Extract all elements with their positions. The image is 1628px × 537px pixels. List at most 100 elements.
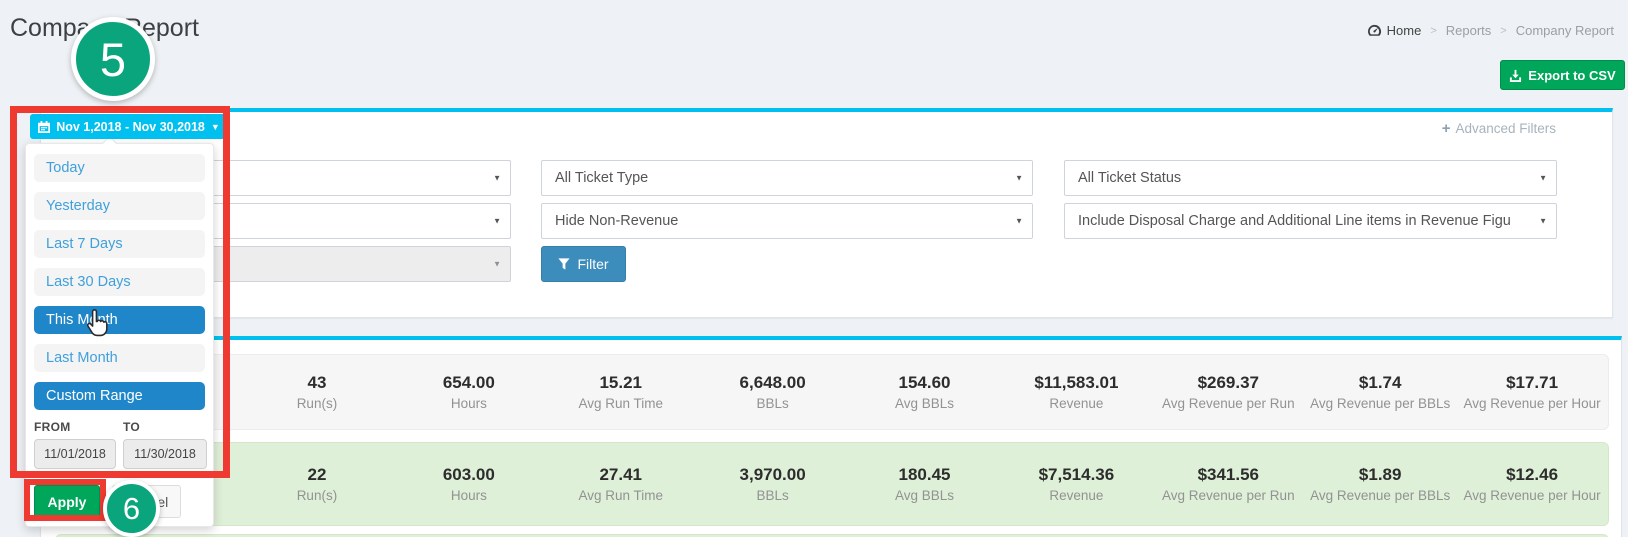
stat-value: $341.56 xyxy=(1197,465,1260,484)
stat-cell: 603.00 Hours xyxy=(393,465,545,503)
stat-label: Avg Revenue per Hour xyxy=(1463,396,1601,411)
range-option-yesterday[interactable]: Yesterday xyxy=(34,192,205,220)
stat-value: 27.41 xyxy=(599,465,642,484)
date-range-panel: Today Yesterday Last 7 Days Last 30 Days… xyxy=(25,143,214,527)
breadcrumb-separator: > xyxy=(1430,24,1437,37)
stat-label: Revenue xyxy=(1049,396,1104,411)
from-label: FROM xyxy=(34,420,71,434)
stat-cell: $1.74 Avg Revenue per BBLs xyxy=(1304,373,1456,411)
range-option-this-month[interactable]: This Month xyxy=(34,306,205,334)
stat-value: $12.46 xyxy=(1506,465,1559,484)
chevron-down-icon: ▼ xyxy=(1015,216,1023,226)
stat-cell: 22 Run(s) xyxy=(241,465,393,503)
chevron-down-icon: ▼ xyxy=(493,216,501,226)
range-option-last-month[interactable]: Last Month xyxy=(34,344,205,372)
stat-label: Avg Run Time xyxy=(578,396,663,411)
stat-value: $7,514.36 xyxy=(1038,465,1115,484)
funnel-icon xyxy=(558,258,571,270)
stat-label: Avg Revenue per BBLs xyxy=(1310,396,1451,411)
stat-cell: 180.45 Avg BBLs xyxy=(849,465,1001,503)
stats-row-driver: 22 Run(s) 603.00 Hours 27.41 Avg Run Tim… xyxy=(55,442,1609,526)
stat-value: 3,970.00 xyxy=(739,465,806,484)
to-date-input[interactable] xyxy=(123,439,207,469)
filter-button-label: Filter xyxy=(577,256,609,272)
advanced-filters-label: Advanced Filters xyxy=(1455,121,1556,136)
stat-value: $269.37 xyxy=(1197,373,1260,392)
from-date-input[interactable] xyxy=(34,439,116,469)
step-badge-6: 6 xyxy=(103,480,160,537)
stat-label: Hours xyxy=(450,488,487,503)
date-range-button[interactable]: Nov 1,2018 - Nov 30,2018 ▼ xyxy=(30,114,228,139)
range-option-last-30-days[interactable]: Last 30 Days xyxy=(34,268,205,296)
range-option-last-7-days[interactable]: Last 7 Days xyxy=(34,230,205,258)
stat-label: Avg BBLs xyxy=(894,396,955,411)
filter-button[interactable]: Filter xyxy=(541,246,626,282)
stat-cell: $269.37 Avg Revenue per Run xyxy=(1152,373,1304,411)
stat-value: 603.00 xyxy=(442,465,495,484)
stat-cell: 154.60 Avg BBLs xyxy=(849,373,1001,411)
stat-cell: 6,648.00 BBLs xyxy=(697,373,849,411)
stat-value: 15.21 xyxy=(599,373,642,392)
stat-cell: $7,514.36 Revenue xyxy=(1000,465,1152,503)
stat-label: Avg Revenue per Run xyxy=(1161,488,1295,503)
chevron-down-icon: ▼ xyxy=(493,173,501,183)
stat-value: 22 xyxy=(307,465,327,484)
include-disposal-value: Include Disposal Charge and Additional L… xyxy=(1078,213,1511,229)
breadcrumb-reports[interactable]: Reports xyxy=(1445,23,1492,38)
dashboard-icon xyxy=(1367,24,1382,37)
stat-label: Avg Run Time xyxy=(578,488,663,503)
apply-button[interactable]: Apply xyxy=(34,485,100,518)
stat-cell: $11,583.01 Revenue xyxy=(1000,373,1152,411)
chevron-down-icon: ▼ xyxy=(1539,173,1547,183)
stat-value: 43 xyxy=(307,373,327,392)
download-icon xyxy=(1509,69,1522,82)
stat-cell: $17.71 Avg Revenue per Hour xyxy=(1456,373,1608,411)
calendar-icon xyxy=(38,120,51,133)
stat-cell: $1.89 Avg Revenue per BBLs xyxy=(1304,465,1456,503)
stat-cell: 27.41 Avg Run Time xyxy=(545,465,697,503)
stats-card: 43 Run(s) 654.00 Hours 15.21 Avg Run Tim… xyxy=(40,336,1622,537)
stat-label: Avg Revenue per BBLs xyxy=(1310,488,1451,503)
plus-icon: + xyxy=(1441,120,1451,137)
stats-row-total: 43 Run(s) 654.00 Hours 15.21 Avg Run Tim… xyxy=(55,354,1609,430)
breadcrumb-separator: > xyxy=(1500,24,1507,37)
breadcrumb-home[interactable]: Home xyxy=(1367,23,1422,38)
stat-label: BBLs xyxy=(756,396,789,411)
stat-value: $17.71 xyxy=(1506,373,1559,392)
range-option-custom-range[interactable]: Custom Range xyxy=(34,382,205,410)
stat-cell: 15.21 Avg Run Time xyxy=(545,373,697,411)
step-badge-5: 5 xyxy=(71,17,155,101)
hand-cursor-icon xyxy=(84,308,111,339)
advanced-filters-link[interactable]: + Advanced Filters xyxy=(1442,120,1556,137)
stat-value: 654.00 xyxy=(442,373,495,392)
range-option-today[interactable]: Today xyxy=(34,154,205,182)
chevron-down-icon: ▼ xyxy=(1539,216,1547,226)
stat-value: $11,583.01 xyxy=(1034,373,1119,392)
include-disposal-select[interactable]: Include Disposal Charge and Additional L… xyxy=(1064,203,1557,239)
stat-cell: 43 Run(s) xyxy=(241,373,393,411)
chevron-down-icon: ▼ xyxy=(1015,173,1023,183)
caret-down-icon: ▼ xyxy=(210,121,220,132)
stat-label: BBLs xyxy=(756,488,789,503)
stat-value: 6,648.00 xyxy=(739,373,806,392)
to-label: TO xyxy=(123,420,141,434)
stat-value: 154.60 xyxy=(898,373,951,392)
date-range-label: Nov 1,2018 - Nov 30,2018 xyxy=(56,119,205,134)
chevron-down-icon: ▼ xyxy=(493,259,501,269)
ticket-status-select[interactable]: All Ticket Status ▼ xyxy=(1064,160,1557,196)
export-to-csv-button[interactable]: Export to CSV xyxy=(1500,60,1625,90)
stat-label: Hours xyxy=(450,396,487,411)
stat-label: Revenue xyxy=(1049,488,1104,503)
stat-label: Avg Revenue per Run xyxy=(1161,396,1295,411)
stat-label: Run(s) xyxy=(296,396,338,411)
breadcrumb-current: Company Report xyxy=(1515,23,1614,38)
stat-value: 180.45 xyxy=(898,465,951,484)
filters-card: + Advanced Filters ▼ ▼ ▼ All Ticket Type… xyxy=(40,108,1613,318)
breadcrumb: Home > Reports > Company Report xyxy=(1367,23,1614,38)
ticket-type-select[interactable]: All Ticket Type ▼ xyxy=(541,160,1033,196)
hide-non-revenue-select[interactable]: Hide Non-Revenue ▼ xyxy=(541,203,1033,239)
export-to-csv-label: Export to CSV xyxy=(1528,67,1616,83)
stat-label: Run(s) xyxy=(296,488,338,503)
ticket-type-value: All Ticket Type xyxy=(555,170,649,186)
breadcrumb-home-label: Home xyxy=(1386,23,1422,38)
